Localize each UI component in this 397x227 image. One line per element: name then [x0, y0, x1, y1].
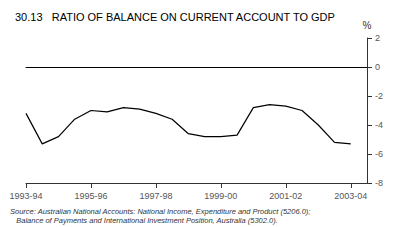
svg-text:1997-98: 1997-98 — [139, 191, 172, 201]
svg-text:1993-94: 1993-94 — [9, 191, 42, 201]
svg-text:30.13 RATIO OF BALANCE ON CU: 30.13 RATIO OF BALANCE ON CURRENT ACCOUN… — [15, 11, 335, 23]
svg-text:Balance of Payments and Intern: Balance of Payments and International In… — [10, 216, 278, 225]
svg-text:-2: -2 — [375, 91, 383, 101]
svg-text:0: 0 — [375, 62, 380, 72]
svg-text:2003-04: 2003-04 — [334, 191, 367, 201]
svg-text:2: 2 — [375, 33, 380, 43]
svg-text:-8: -8 — [375, 178, 383, 188]
svg-text:-4: -4 — [375, 120, 383, 130]
svg-text:2001-02: 2001-02 — [269, 191, 302, 201]
svg-text:1999-00: 1999-00 — [204, 191, 237, 201]
svg-text:-6: -6 — [375, 149, 383, 159]
svg-text:Source: Australian National Ac: Source: Australian National Accounts: Na… — [10, 207, 310, 216]
svg-text:%: % — [363, 20, 372, 31]
svg-text:1995-96: 1995-96 — [74, 191, 107, 201]
